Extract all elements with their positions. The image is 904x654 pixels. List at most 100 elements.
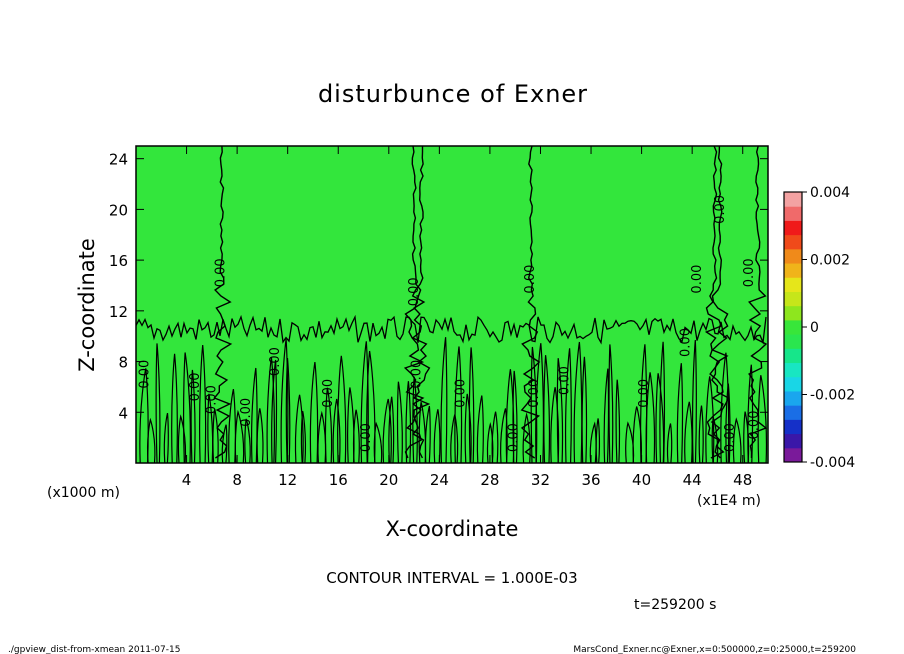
contour-value-label: 0.00: [188, 372, 203, 401]
colorbar-segment: [784, 376, 802, 392]
contour-value-label: 0.00: [507, 423, 522, 452]
contour-line: [256, 408, 264, 464]
contour-line: [234, 409, 245, 464]
colorbar-segment: [784, 348, 802, 364]
contour-line: [285, 357, 291, 464]
contour-line: [405, 381, 412, 464]
contour-line: [309, 362, 319, 464]
contour-line: [332, 398, 341, 464]
contour-line: [271, 359, 278, 464]
contour-value-label: 0.00: [454, 379, 469, 408]
colorbar-tick-label: -0.004: [810, 455, 855, 471]
colorbar-segment: [784, 277, 802, 292]
contour-line: [300, 410, 306, 464]
contour-value-label: 0.00: [205, 385, 220, 414]
x-tick-label: 24: [430, 471, 449, 489]
contour-line: [748, 145, 768, 458]
contour-line: [491, 411, 499, 464]
contour-value-label: 0.00: [239, 398, 254, 427]
contour-line: [747, 364, 754, 464]
colorbar-segment: [784, 305, 802, 321]
contour-line: [476, 395, 484, 464]
contour-line: [228, 388, 237, 464]
colorbar-segment: [784, 405, 802, 420]
contour-value-label: 0.00: [214, 258, 229, 287]
contour-value-label: 0.00: [747, 411, 762, 440]
contour-line: [213, 145, 233, 459]
chart-title: disturbunce of Exner: [318, 80, 588, 108]
contour-line: [732, 417, 742, 464]
contour-line: [556, 358, 564, 464]
contour-line: [171, 353, 178, 464]
colorbar-segment: [784, 319, 802, 335]
colorbar-segment: [784, 263, 802, 278]
contour-value-label: 0.00: [713, 195, 728, 224]
contour-line: [198, 344, 207, 464]
x-tick-label: 28: [480, 471, 499, 489]
x-tick-label: 44: [683, 471, 702, 489]
contour-line: [207, 393, 214, 464]
contour-line: [543, 355, 551, 464]
contour-line: [615, 379, 621, 464]
contour-value-label: 0.00: [321, 379, 336, 408]
contour-line: [411, 146, 431, 459]
contour-value-label: 0.00: [359, 423, 374, 452]
x-tick-label: 16: [329, 471, 348, 489]
footer-left: ./gpview_dist-from-xmean 2011-07-15: [8, 645, 180, 654]
contour-value-label: 0.00: [268, 347, 283, 376]
contour-interval-text: CONTOUR INTERVAL = 1.000E-03: [326, 569, 577, 587]
colorbar-segment: [784, 248, 802, 264]
colorbar-segment: [784, 192, 802, 207]
x-axis: 4 8 12 16 20 24 28 32 36 40 44 48: [182, 146, 752, 489]
contour-line: [177, 414, 187, 464]
contour-line: [135, 314, 767, 345]
x-tick-label: 32: [531, 471, 550, 489]
contour-line: [212, 408, 219, 464]
contour-line: [550, 387, 560, 464]
contour-line: [711, 417, 719, 464]
contour-line: [190, 369, 196, 464]
contour-line: [403, 145, 425, 459]
contour-line: [581, 356, 588, 464]
x-tick-label: 36: [581, 471, 600, 489]
contour-value-label: 0.00: [527, 379, 542, 408]
contour-line: [388, 396, 395, 464]
contour-line: [454, 346, 463, 464]
contour-line: [464, 393, 472, 464]
contour-value-label: 0.00: [637, 379, 652, 408]
contour-line: [710, 145, 730, 459]
contour-line: [564, 348, 572, 464]
contour-line: [505, 369, 515, 464]
colorbar-tick-label: 0: [810, 320, 819, 336]
time-text: t=259200 s: [634, 597, 716, 613]
contour-line: [337, 355, 347, 464]
y-tick-label: 8: [118, 354, 128, 372]
plot-background: [136, 146, 768, 463]
contour-line: [468, 347, 475, 464]
contour-line: [373, 421, 383, 464]
plot-area: 0.00 0.00 0.000.000.000.000.000.000.000.00…: [135, 145, 769, 464]
contour-line: [360, 341, 369, 464]
contour-value-label: 0.00: [679, 328, 694, 357]
y-tick-label: 12: [109, 303, 128, 321]
colorbar-segment: [784, 234, 802, 250]
colorbar-segment: [784, 206, 802, 221]
x-tick-label: 8: [232, 471, 242, 489]
contour-line: [684, 401, 693, 464]
contour-line: [221, 424, 228, 464]
contour-value-label: 0.00: [557, 366, 572, 395]
contour-lines: [135, 145, 768, 464]
contour-line: [182, 352, 191, 464]
contour-line: [163, 412, 169, 464]
y-tick-label: 24: [109, 151, 128, 169]
contour-line: [573, 341, 583, 464]
contour-labels: 0.00 0.00 0.000.000.000.000.000.000.000.00…: [138, 195, 762, 452]
x-tick-label: 40: [632, 471, 651, 489]
x-unit-right: (x1E4 m): [697, 493, 761, 509]
x-tick-label: 12: [278, 471, 297, 489]
contour-line: [595, 418, 601, 464]
x-tick-label: 4: [182, 471, 192, 489]
contour-line: [396, 381, 403, 464]
contour-line: [424, 405, 431, 464]
